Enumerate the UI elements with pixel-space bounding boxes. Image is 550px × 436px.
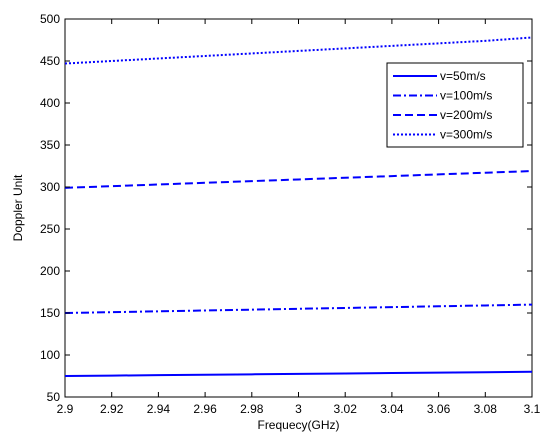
legend-label: v=50m/s [440,69,486,83]
legend-label: v=100m/s [440,89,492,103]
x-axis-title: Frequecy(GHz) [257,418,339,432]
x-tick-label: 2.92 [100,402,124,416]
x-tick-label: 3.02 [334,402,358,416]
y-tick-label: 150 [40,306,60,320]
series-line-v-50m-s [64,370,533,377]
y-tick-label: 350 [40,138,60,152]
series-line-v-200m-s [64,170,533,189]
x-tick-label: 2.98 [240,402,264,416]
y-tick-label: 50 [47,390,61,404]
y-tick-label: 200 [40,264,60,278]
y-tick-label: 450 [40,54,60,68]
y-tick-label: 250 [40,222,60,236]
x-tick-label: 2.9 [57,402,74,416]
x-tick-label: 3 [295,402,302,416]
y-tick-label: 300 [40,180,60,194]
x-tick-label: 3.1 [524,402,541,416]
legend-label: v=200m/s [440,108,492,122]
x-tick-label: 2.96 [193,402,217,416]
x-tick-label: 3.06 [427,402,451,416]
y-tick-label: 500 [40,12,60,26]
y-axis-title: Doppler Unit [11,174,25,241]
series-line-v-300m-s [64,36,533,65]
legend-label: v=300m/s [440,128,492,142]
y-tick-label: 100 [40,348,60,362]
series-line-v-100m-s [64,303,533,314]
x-tick-label: 3.04 [380,402,404,416]
legend: v=50m/s v=100m/s v=200m/s v=300m/s [386,62,524,148]
x-tick-label: 2.94 [147,402,171,416]
y-tick-label: 400 [40,96,60,110]
x-tick-label: 3.08 [474,402,498,416]
